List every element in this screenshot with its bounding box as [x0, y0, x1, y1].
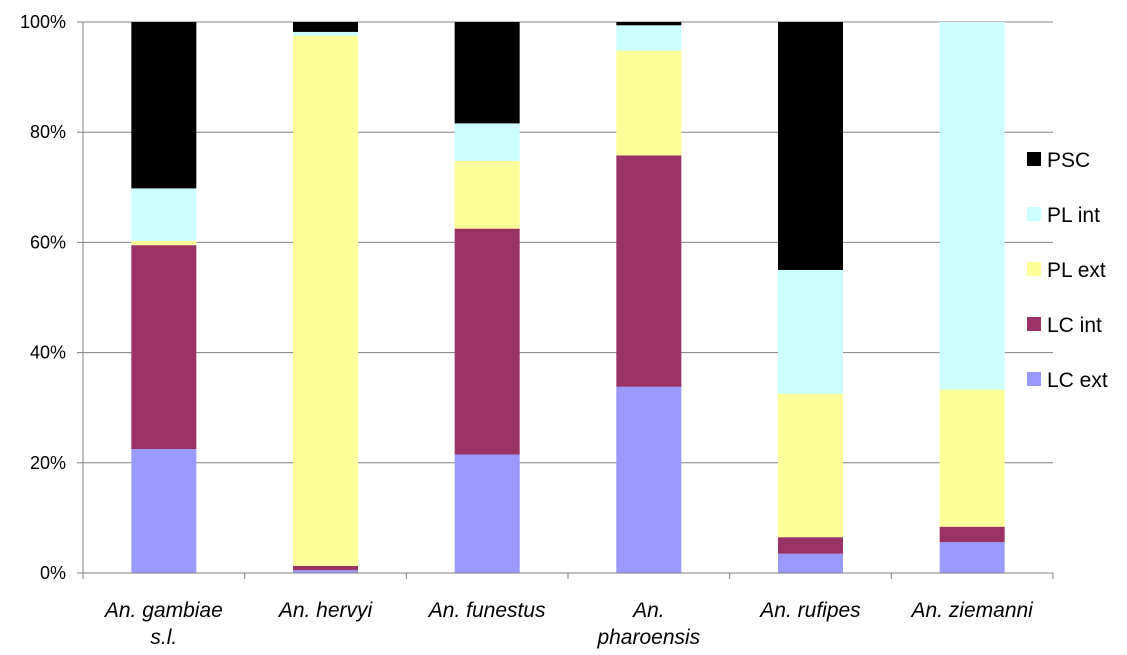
bar-segment-pl-ext — [616, 50, 682, 156]
bar-segment-lc-ext — [131, 449, 197, 573]
bar-stack — [616, 22, 682, 573]
legend-item: LC int — [1027, 314, 1102, 337]
legend-swatch — [1027, 152, 1041, 166]
y-tick-label: 60% — [30, 232, 66, 252]
x-category-label: An. ziemanni — [909, 599, 1034, 622]
x-category-label: An. gambiae s.l. — [103, 599, 223, 649]
legend: PSC PL int PL ext LC int LC ext — [1027, 149, 1108, 392]
bar-segment-pl-int — [939, 22, 1005, 390]
bar-segment-lc-int — [939, 526, 1005, 543]
y-tick-label: 0% — [40, 563, 66, 583]
bar-stack — [939, 22, 1005, 573]
bar-segment-pl-ext — [778, 393, 843, 538]
bar-segment-psc — [778, 22, 843, 270]
legend-item: PL ext — [1027, 259, 1106, 282]
bar-segment-pl-ext — [454, 160, 520, 229]
bar-segment-pl-ext — [293, 35, 358, 566]
legend-label: PL ext — [1047, 259, 1106, 282]
bar-segment-pl-ext — [131, 240, 197, 246]
x-category-label: An. funestus — [427, 599, 546, 622]
legend-label: LC ext — [1047, 369, 1108, 392]
bar-segment-lc-ext — [454, 454, 520, 573]
bar-segment-psc — [616, 22, 682, 26]
x-category-label: An. hervyi — [277, 599, 374, 622]
bar-segment-lc-ext — [293, 570, 358, 573]
bar-segment-pl-int — [778, 269, 843, 394]
bar-stack — [131, 22, 197, 573]
legend-label: PL int — [1047, 204, 1100, 227]
gridlines — [83, 21, 1053, 464]
legend-swatch — [1027, 207, 1041, 221]
legend-label: LC int — [1047, 314, 1102, 337]
bar-segment-lc-int — [616, 155, 682, 387]
x-category-label: An. rufipes — [758, 599, 861, 622]
x-axis-labels: An. gambiae s.l. An. hervyi An. funestus An.… — [103, 599, 1034, 649]
bar-segment-pl-int — [454, 123, 520, 161]
legend-swatch — [1027, 317, 1041, 331]
bar-segment-lc-int — [131, 245, 197, 450]
y-tick-label: 20% — [30, 453, 66, 473]
y-tick-label: 80% — [30, 122, 66, 142]
legend-label: PSC — [1047, 149, 1090, 172]
legend-item: PSC — [1027, 149, 1090, 172]
bar-segment-lc-int — [778, 537, 843, 554]
bar-segment-lc-int — [454, 228, 520, 455]
y-axis-ticks: 0% 20% 40% 60% 80% 100% — [20, 12, 83, 583]
legend-item: LC ext — [1027, 369, 1108, 392]
x-category-label: An. pharoensis — [596, 599, 700, 649]
bar-stack — [778, 22, 843, 573]
bar-segment-pl-int — [131, 188, 197, 241]
bar-segment-psc — [131, 22, 197, 189]
legend-swatch — [1027, 372, 1041, 386]
y-tick-label: 100% — [20, 12, 66, 32]
bar-segment-pl-int — [616, 25, 682, 51]
bar-stack — [454, 22, 520, 573]
bar-segment-psc — [293, 22, 358, 32]
y-tick-label: 40% — [30, 343, 66, 363]
bar-stack — [293, 22, 358, 573]
bar-segment-pl-ext — [939, 389, 1005, 527]
bar-stacks — [131, 22, 1005, 573]
legend-swatch — [1027, 262, 1041, 276]
bar-segment-lc-ext — [939, 542, 1005, 573]
bar-segment-psc — [454, 22, 520, 124]
bar-segment-lc-ext — [616, 386, 682, 573]
legend-item: PL int — [1027, 204, 1100, 227]
axes — [82, 22, 1054, 579]
bar-segment-lc-int — [293, 565, 358, 571]
bar-segment-lc-ext — [778, 553, 843, 573]
bar-segment-pl-int — [293, 31, 358, 36]
